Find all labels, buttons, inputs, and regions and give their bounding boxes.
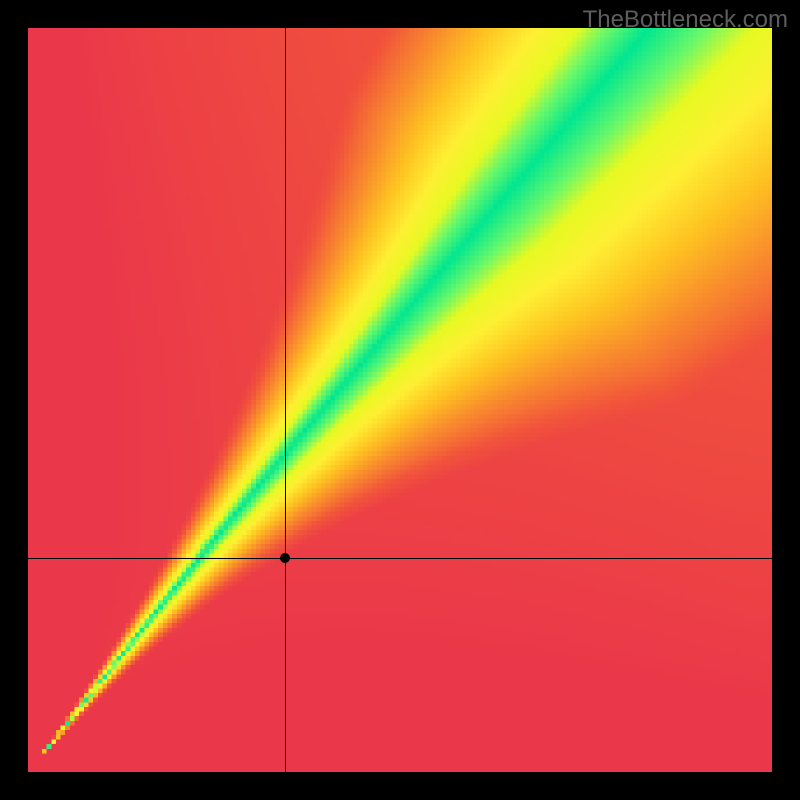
crosshair-horizontal: [28, 558, 772, 559]
watermark-text: TheBottleneck.com: [583, 6, 788, 34]
marker-dot: [280, 553, 290, 563]
heatmap-canvas: [28, 28, 772, 772]
crosshair-vertical: [285, 28, 286, 772]
heatmap-plot: [28, 28, 772, 772]
